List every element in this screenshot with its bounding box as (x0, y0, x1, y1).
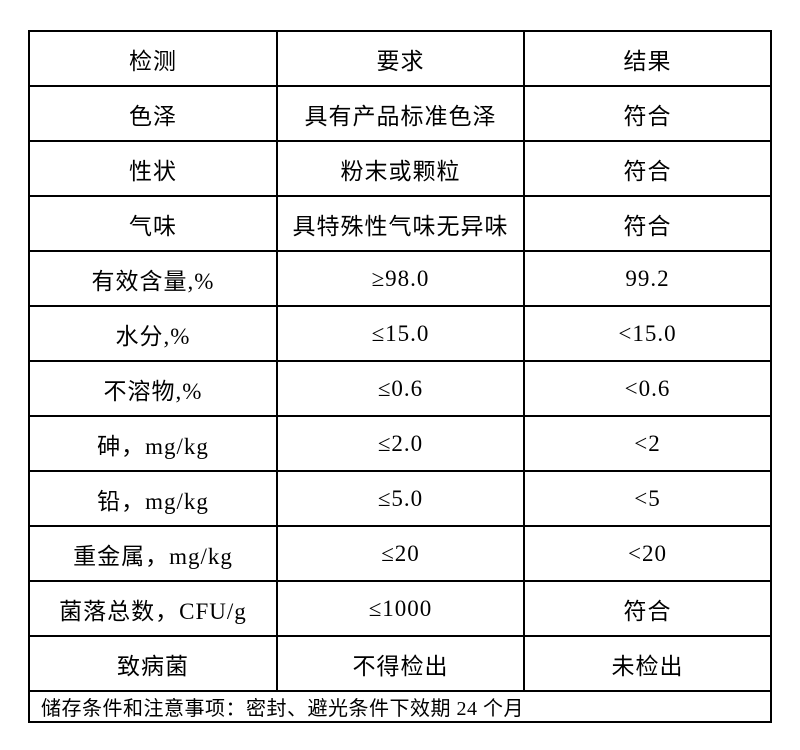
storage-conditions-note: 储存条件和注意事项：密封、避光条件下效期 24 个月 (28, 690, 772, 723)
requirement-cell: ≤20 (276, 525, 525, 582)
result-cell: <0.6 (523, 360, 772, 417)
result-cell: <2 (523, 415, 772, 472)
test-item-cell: 不溶物,% (28, 360, 278, 417)
result-cell: <20 (523, 525, 772, 582)
table-row: 气味 具特殊性气味无异味 符合 (28, 195, 772, 252)
header-requirement: 要求 (276, 30, 525, 87)
table-row: 砷，mg/kg ≤2.0 <2 (28, 415, 772, 472)
test-item-cell: 水分,% (28, 305, 278, 362)
table-row: 不溶物,% ≤0.6 <0.6 (28, 360, 772, 417)
inspection-table: 检测 要求 结果 色泽 具有产品标准色泽 符合 性状 粉末或颗粒 符合 气味 具… (28, 30, 772, 723)
result-cell: 符合 (523, 140, 772, 197)
test-item-cell: 铅，mg/kg (28, 470, 278, 527)
requirement-cell: ≤15.0 (276, 305, 525, 362)
requirement-cell: ≤1000 (276, 580, 525, 637)
test-item-cell: 致病菌 (28, 635, 278, 692)
requirement-cell: 不得检出 (276, 635, 525, 692)
result-cell: 99.2 (523, 250, 772, 307)
header-result: 结果 (523, 30, 772, 87)
table-row: 性状 粉末或颗粒 符合 (28, 140, 772, 197)
inspection-table-container: 检测 要求 结果 色泽 具有产品标准色泽 符合 性状 粉末或颗粒 符合 气味 具… (28, 30, 772, 723)
requirement-cell: ≤2.0 (276, 415, 525, 472)
test-item-cell: 重金属，mg/kg (28, 525, 278, 582)
result-cell: 符合 (523, 195, 772, 252)
test-item-cell: 有效含量,% (28, 250, 278, 307)
table-row: 菌落总数，CFU/g ≤1000 符合 (28, 580, 772, 637)
test-item-cell: 性状 (28, 140, 278, 197)
result-cell: <5 (523, 470, 772, 527)
result-cell: <15.0 (523, 305, 772, 362)
table-row: 水分,% ≤15.0 <15.0 (28, 305, 772, 362)
table-row: 铅，mg/kg ≤5.0 <5 (28, 470, 772, 527)
requirement-cell: 粉末或颗粒 (276, 140, 525, 197)
requirement-cell: 具有产品标准色泽 (276, 85, 525, 142)
table-row: 致病菌 不得检出 未检出 (28, 635, 772, 692)
header-test: 检测 (28, 30, 278, 87)
table-row: 有效含量,% ≥98.0 99.2 (28, 250, 772, 307)
test-item-cell: 气味 (28, 195, 278, 252)
requirement-cell: 具特殊性气味无异味 (276, 195, 525, 252)
table-row: 重金属，mg/kg ≤20 <20 (28, 525, 772, 582)
test-item-cell: 砷，mg/kg (28, 415, 278, 472)
test-item-cell: 菌落总数，CFU/g (28, 580, 278, 637)
result-cell: 符合 (523, 580, 772, 637)
footer-row: 储存条件和注意事项：密封、避光条件下效期 24 个月 (28, 690, 772, 723)
result-cell: 符合 (523, 85, 772, 142)
header-row: 检测 要求 结果 (28, 30, 772, 87)
requirement-cell: ≥98.0 (276, 250, 525, 307)
table-row: 色泽 具有产品标准色泽 符合 (28, 85, 772, 142)
requirement-cell: ≤0.6 (276, 360, 525, 417)
test-item-cell: 色泽 (28, 85, 278, 142)
requirement-cell: ≤5.0 (276, 470, 525, 527)
result-cell: 未检出 (523, 635, 772, 692)
